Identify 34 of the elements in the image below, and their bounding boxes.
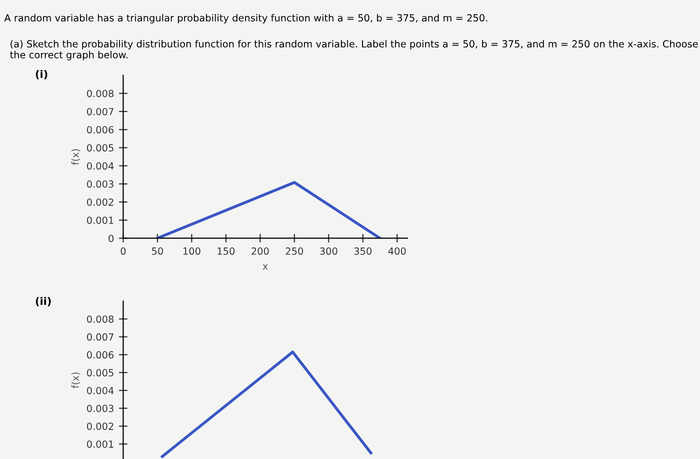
y-tick-label: 0.004 (86, 162, 114, 170)
y-tick-label: 0 (108, 234, 114, 242)
y-tick-label: 0.008 (86, 90, 114, 98)
x-tick-label: 100 (183, 247, 200, 255)
x-tick-label: 300 (320, 247, 338, 255)
y-tick-label: 0.004 (86, 386, 114, 394)
line-series (160, 350, 372, 458)
y-tick-label: 0.003 (86, 404, 114, 412)
x-tick-label: 250 (286, 247, 304, 255)
y-tick-label: 0.001 (86, 216, 114, 224)
text: (ii) (36, 296, 51, 306)
y-tick-label: 0.001 (86, 440, 114, 448)
y-tick-label: 0.008 (86, 315, 114, 323)
x-tick-label: 200 (252, 247, 269, 255)
x-tick-label: 150 (218, 247, 235, 255)
x-tick-label: 50 (152, 247, 163, 255)
y-axis-title: f(x) (71, 372, 80, 388)
x-tick-label: 0 (120, 247, 126, 255)
y-tick-label: 0.003 (86, 180, 114, 188)
chart-title: (i) (36, 70, 48, 80)
y-tick-label: 0.006 (86, 351, 114, 359)
x-axis-title: x (262, 264, 268, 270)
y-tick-label: 0.002 (86, 198, 114, 206)
y-tick-label: 0.005 (86, 144, 114, 152)
y-tick-label: 0.007 (86, 333, 114, 341)
y-tick-label: 0.005 (86, 369, 114, 376)
y-tick-label: 0.006 (86, 126, 114, 134)
y-axis-title: f(x) (71, 149, 80, 165)
text: A random variable has a triangular probability density function with a = 50, b = 375, and m = 250. (4, 14, 488, 24)
x-tick-label: 400 (388, 247, 406, 255)
text: (a) Sketch the probability distribution function for this random variable. Label the points a = 50, b = 375, and m = 250 on the x-axis. Choose the correct graph below. (10, 40, 698, 60)
y-tick-label: 0.007 (86, 108, 114, 116)
x-tick-label: 350 (354, 247, 372, 255)
y-tick-label: 0.002 (86, 422, 114, 430)
